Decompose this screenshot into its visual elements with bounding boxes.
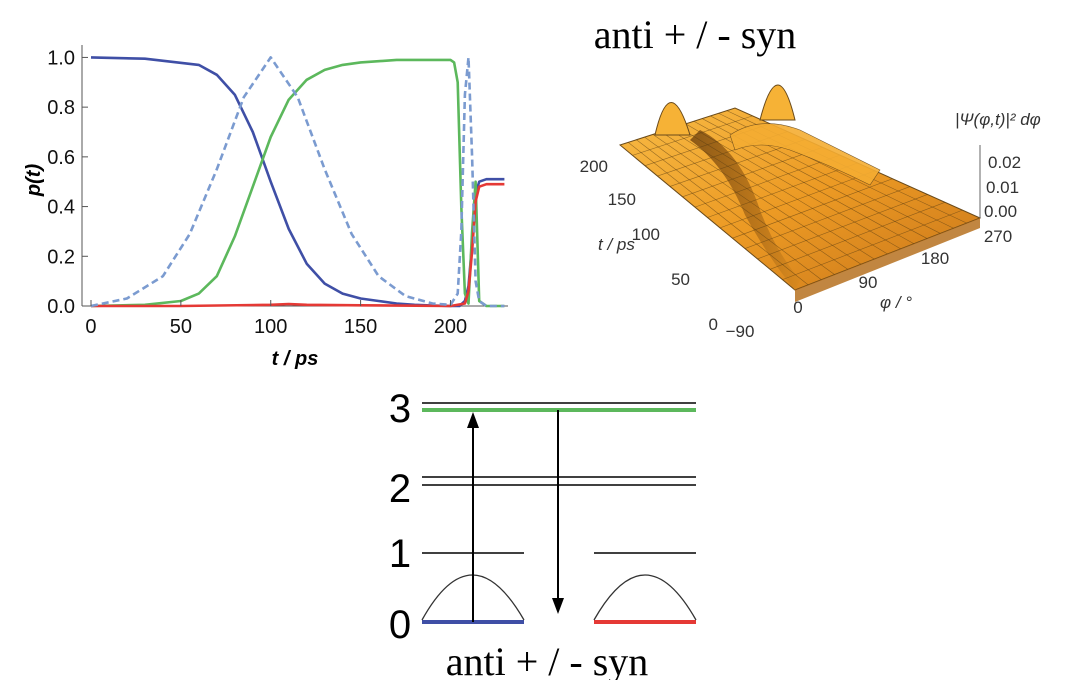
series-line-2 [91,182,505,308]
x-axis-label: t / ps [272,348,319,370]
z-tick-000: 0.00 [984,202,1017,221]
y-tick-label: 1.0 [47,47,75,69]
series-line-0 [90,56,505,308]
mesh-line [744,186,911,249]
phi-axis-label: φ / ° [880,293,912,312]
energy-level-diagram: 3 2 1 0 anti + / - syn [389,387,697,680]
y-tick-label: 0.6 [47,147,75,169]
mesh-line [769,202,946,270]
x-tick-label: 50 [170,316,192,338]
level-label-1: 1 [389,532,411,576]
surface-peak-right [759,84,796,121]
surface-z-axis: 0.02 0.01 0.00 |Ψ(φ,t)|² dφ [955,110,1041,221]
y-axis-label: p(t) [23,164,45,198]
mesh-line [757,194,928,260]
chart-ticks: 0 50 100 150 200 0.0 0.2 0.4 0.6 0.8 1.0 [47,47,467,338]
surface-phi-axis: −90 0 90 180 270 φ / ° [726,227,1013,341]
y-tick-label: 0.8 [47,97,75,119]
t-tick-0: 0 [709,315,718,334]
phi-tick-m90: −90 [726,322,755,341]
surface-mesh [628,110,967,286]
y-tick-label: 0.0 [47,296,75,318]
y-tick-label: 0.2 [47,246,75,268]
surface-front-edge [795,218,980,302]
surface-plot: anti + / - syn 200 150 100 [580,12,1041,341]
surface-t-axis: 200 150 100 50 0 t / ps [580,157,718,334]
y-tick-label: 0.4 [47,197,75,219]
mesh-line [693,120,915,244]
x-tick-label: 200 [434,316,467,338]
population-chart: 0 50 100 150 200 0.0 0.2 0.4 0.6 0.8 1.0 t / ps p(… [23,45,508,370]
surface-ridge-right [729,123,881,186]
phi-tick-90: 90 [859,273,878,292]
level-label-2: 2 [389,467,411,511]
phi-tick-180: 180 [921,249,949,268]
series-line-3 [90,56,505,308]
mesh-line [719,170,876,229]
surface-peak-left [654,102,691,136]
deexcitation-arrow-head [552,598,564,614]
mesh-line [685,123,901,250]
level-label-0: 0 [389,603,411,647]
chart-series-group [90,56,505,308]
diagram-caption: anti + / - syn [446,639,649,680]
mesh-line [732,178,893,239]
series-line-1 [90,58,505,308]
mesh-line [707,162,858,218]
t-tick-50: 50 [671,270,690,289]
chart-frame [81,45,508,307]
x-tick-label: 100 [254,316,287,338]
t-tick-200: 200 [580,157,608,176]
phi-tick-270: 270 [984,227,1012,246]
x-tick-label: 150 [344,316,377,338]
surface-title: anti + / - syn [594,12,797,57]
well-curve-syn [593,574,697,621]
excitation-arrow-head [467,412,479,428]
x-tick-label: 0 [85,316,96,338]
z-axis-label: |Ψ(φ,t)|² dφ [955,110,1041,129]
z-tick-002: 0.02 [988,153,1021,172]
t-tick-100: 100 [632,225,660,244]
phi-tick-0: 0 [793,298,802,317]
t-axis-label: t / ps [598,235,635,254]
z-tick-001: 0.01 [986,178,1019,197]
mesh-line [782,209,963,280]
level-label-3: 3 [389,387,411,431]
t-tick-150: 150 [608,190,636,209]
